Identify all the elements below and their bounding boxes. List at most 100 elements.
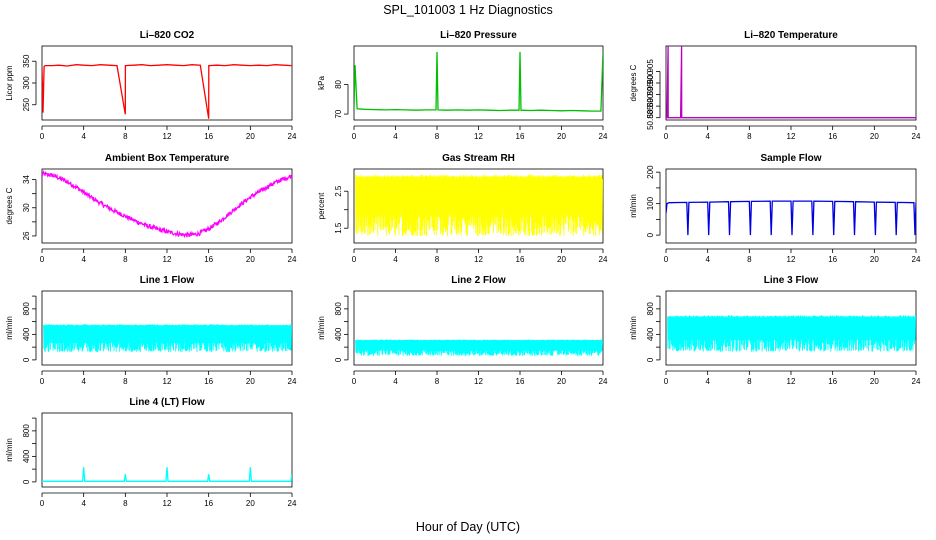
x-tick-label: 4 bbox=[393, 132, 398, 141]
y-axis: 26 30 34 bbox=[22, 175, 37, 240]
x-tick-label: 20 bbox=[870, 255, 879, 264]
y-tick-label: 200 bbox=[646, 165, 655, 179]
x-axis: 0 4 8 12 16 20 24 bbox=[352, 370, 608, 386]
x-tick-label: 24 bbox=[599, 255, 608, 264]
series-line bbox=[42, 170, 292, 239]
x-tick-label: 16 bbox=[828, 255, 837, 264]
x-tick-label: 8 bbox=[747, 132, 752, 141]
panel-1: Li–820 CO2 Licor ppm 0 4 8 12 16 20 24 250 300 350 bbox=[5, 30, 297, 141]
y-tick-label: 0 bbox=[22, 357, 31, 362]
x-tick-label: 12 bbox=[163, 255, 172, 264]
x-tick-label: 16 bbox=[204, 255, 213, 264]
series-band bbox=[355, 339, 603, 351]
y-axis-label: ml/min bbox=[629, 316, 638, 340]
panel-title: Li–820 CO2 bbox=[140, 30, 195, 41]
x-tick-label: 8 bbox=[435, 377, 440, 386]
y-tick-label: 34 bbox=[22, 175, 31, 184]
panel-title: Li–820 Temperature bbox=[744, 30, 838, 41]
series-area bbox=[354, 51, 603, 112]
x-tick-label: 20 bbox=[557, 132, 566, 141]
x-tick-label: 8 bbox=[747, 255, 752, 264]
y-tick-label: 50.900 bbox=[646, 70, 655, 95]
panel-title: Line 3 Flow bbox=[764, 275, 819, 286]
x-tick-label: 4 bbox=[393, 255, 398, 264]
panel-title: Ambient Box Temperature bbox=[105, 153, 230, 164]
x-axis: 0 4 8 12 16 20 24 bbox=[664, 248, 921, 264]
x-axis: 0 4 8 12 16 20 24 bbox=[352, 125, 608, 141]
x-tick-label: 4 bbox=[705, 132, 710, 141]
y-tick-label: 800 bbox=[22, 302, 31, 316]
panel-3: Li–820 Temperature degrees C 0 4 8 12 16 20 24 50… bbox=[629, 30, 921, 141]
x-tick-label: 12 bbox=[163, 132, 172, 141]
x-axis: 0 4 8 12 16 20 24 bbox=[40, 370, 297, 386]
y-tick-label: 2.5 bbox=[334, 185, 343, 197]
y-tick-label: 0 bbox=[646, 357, 655, 362]
series-line bbox=[354, 51, 603, 112]
panel-5: Gas Stream RH percent 0 4 8 12 16 20 24 1.5 2.5 bbox=[317, 153, 608, 264]
x-tick-label: 0 bbox=[352, 377, 357, 386]
panel-title: Sample Flow bbox=[760, 153, 821, 164]
y-axis: 1.5 2.5 bbox=[334, 185, 349, 234]
x-tick-label: 20 bbox=[246, 377, 255, 386]
x-tick-label: 20 bbox=[870, 132, 879, 141]
x-tick-label: 20 bbox=[557, 255, 566, 264]
y-tick-label: 250 bbox=[22, 98, 31, 112]
y-axis-label: Licor ppm bbox=[5, 65, 14, 100]
y-tick-label: 50.885 bbox=[646, 105, 655, 130]
x-tick-label: 12 bbox=[787, 132, 796, 141]
x-tick-label: 0 bbox=[352, 132, 357, 141]
x-tick-label: 4 bbox=[705, 377, 710, 386]
series-area bbox=[666, 46, 916, 119]
x-tick-label: 20 bbox=[557, 377, 566, 386]
x-tick-label: 24 bbox=[288, 377, 297, 386]
y-tick-label: 800 bbox=[334, 302, 343, 316]
x-tick-label: 16 bbox=[516, 377, 525, 386]
panel-6: Sample Flow ml/min 0 4 8 12 16 20 24 0 100 200 bbox=[629, 153, 921, 264]
y-tick-label: 0 bbox=[646, 232, 655, 237]
x-tick-label: 8 bbox=[747, 377, 752, 386]
x-tick-label: 16 bbox=[204, 499, 213, 508]
y-tick-label: 300 bbox=[22, 76, 31, 90]
panel-title: Gas Stream RH bbox=[442, 153, 515, 164]
x-axis: 0 4 8 12 16 20 24 bbox=[40, 125, 297, 141]
y-tick-label: 0 bbox=[334, 357, 343, 362]
x-tick-label: 16 bbox=[828, 377, 837, 386]
plot-frame bbox=[665, 290, 917, 366]
series-band bbox=[43, 325, 292, 344]
plot-frame bbox=[41, 168, 293, 244]
x-tick-label: 24 bbox=[912, 255, 921, 264]
y-tick-label: 70 bbox=[334, 109, 343, 118]
x-tick-label: 4 bbox=[81, 377, 86, 386]
series-area bbox=[42, 170, 292, 239]
x-tick-label: 4 bbox=[393, 377, 398, 386]
series-line bbox=[666, 46, 916, 119]
x-tick-label: 4 bbox=[81, 132, 86, 141]
x-axis: 0 4 8 12 16 20 24 bbox=[664, 370, 921, 386]
y-axis-label: kPa bbox=[317, 76, 326, 90]
x-tick-label: 24 bbox=[288, 255, 297, 264]
x-tick-label: 0 bbox=[352, 255, 357, 264]
plot-frame bbox=[41, 45, 293, 121]
y-tick-label: 0 bbox=[22, 479, 31, 484]
x-tick-label: 0 bbox=[40, 255, 45, 264]
x-tick-label: 8 bbox=[435, 132, 440, 141]
x-tick-label: 24 bbox=[288, 499, 297, 508]
x-tick-label: 12 bbox=[163, 377, 172, 386]
x-axis: 0 4 8 12 16 20 24 bbox=[40, 248, 297, 264]
y-axis: 0 400 800 bbox=[22, 295, 37, 362]
x-tick-label: 0 bbox=[664, 377, 669, 386]
y-axis-label: degrees C bbox=[5, 187, 14, 224]
y-axis: 70 80 bbox=[334, 79, 349, 119]
x-axis: 0 4 8 12 16 20 24 bbox=[664, 125, 921, 141]
y-axis: 0 400 800 bbox=[22, 417, 37, 484]
panel-title: Line 4 (LT) Flow bbox=[129, 397, 205, 408]
y-axis-label: ml/min bbox=[317, 316, 326, 340]
x-axis: 0 4 8 12 16 20 24 bbox=[40, 492, 297, 508]
x-tick-label: 0 bbox=[40, 499, 45, 508]
y-tick-label: 80 bbox=[334, 79, 343, 88]
x-tick-label: 0 bbox=[664, 132, 669, 141]
panel-7: Line 1 Flow ml/min 0 4 8 12 16 20 24 0 400 800 bbox=[5, 275, 297, 386]
plot-frame bbox=[353, 290, 604, 366]
